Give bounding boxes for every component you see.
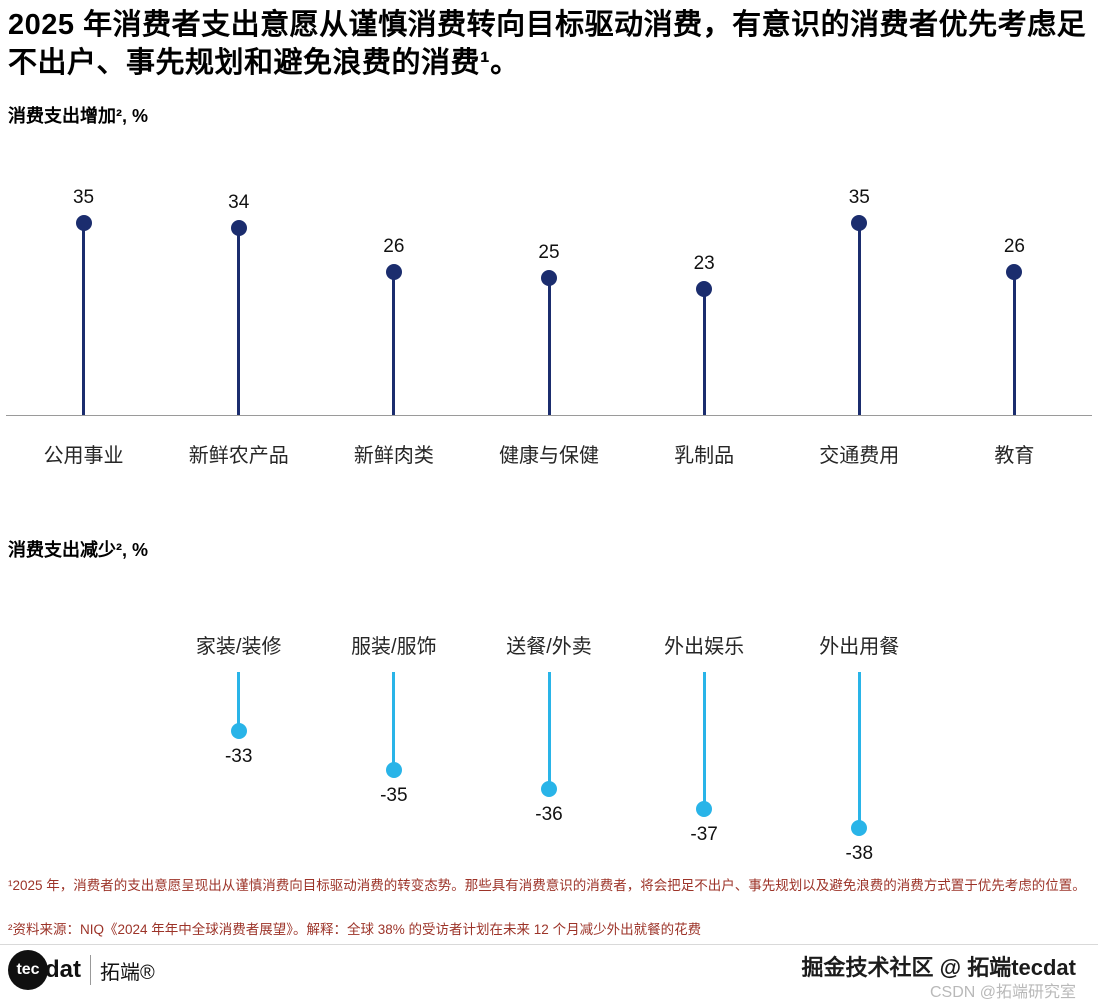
lollipop-stem xyxy=(702,288,706,415)
page-title: 2025 年消费者支出意愿从谨慎消费转向目标驱动消费，有意识的消费者优先考虑足不… xyxy=(8,9,1087,80)
value-label: 26 xyxy=(1003,236,1025,257)
lollipop-stem xyxy=(547,672,551,789)
watermark-secondary: CSDN @拓端研究室 xyxy=(929,984,1076,1001)
category-label: 送餐/外卖 xyxy=(506,636,592,658)
lollipop-stem xyxy=(857,672,861,828)
x-axis-line xyxy=(6,415,1092,416)
value-label: -33 xyxy=(224,745,253,767)
lollipop-stem xyxy=(392,672,396,770)
lollipop-dot xyxy=(696,800,713,817)
lollipop-dot xyxy=(696,280,713,297)
chart-increase: 35 公用事业 34 新鲜农产品 26 新鲜肉类 25 健康与保健 23 乳制品 35 交通费用 26 教… xyxy=(6,130,1092,467)
value-label: 23 xyxy=(693,252,715,274)
category-label: 外出用餐 xyxy=(819,636,900,658)
value-label: 35 xyxy=(72,186,95,208)
value-label: -37 xyxy=(690,823,718,845)
category-label: 外出娱乐 xyxy=(664,636,745,658)
value-label: -38 xyxy=(845,843,874,864)
tecdat-logo-text: dat xyxy=(45,956,81,983)
category-label: 新鲜肉类 xyxy=(353,445,434,467)
value-label: -35 xyxy=(380,784,408,806)
logo-separator xyxy=(90,955,91,985)
watermark-primary: 掘金技术社区 @ 拓端tecdat xyxy=(801,955,1076,980)
lollipop-stem xyxy=(392,272,396,415)
category-label: 教育 xyxy=(994,445,1035,467)
lollipop-dot xyxy=(385,264,402,280)
chart-decrease-title: 消费支出减少², % xyxy=(8,540,149,560)
lollipop-dot xyxy=(851,214,868,231)
category-label: 新鲜农产品 xyxy=(188,445,289,467)
lollipop-dot xyxy=(385,761,402,778)
footnote-2: ²资料来源：NIQ《2024 年年中全球消费者展望》。解释：全球 38% 的受访… xyxy=(8,922,702,937)
lollipop-stem xyxy=(547,277,551,415)
category-label: 家装/装修 xyxy=(195,636,282,658)
category-label: 交通费用 xyxy=(819,445,900,467)
chart-decrease: -33 家装/装修 -35 服装/服饰 -36 送餐/外卖 -37 外出娱乐 -38 外出用餐 xyxy=(6,600,1092,875)
lollipop-stem xyxy=(237,672,241,731)
lollipop-stem xyxy=(82,222,86,415)
lollipop-stem xyxy=(702,672,706,809)
tecdat-logo: tec dat 拓端® xyxy=(8,950,155,990)
brand-name: 拓端® xyxy=(100,961,155,984)
value-label: 25 xyxy=(538,241,560,263)
value-label: -36 xyxy=(535,804,563,825)
lollipop-stem xyxy=(1012,272,1016,415)
lollipop-stem xyxy=(857,222,861,415)
category-label: 健康与保健 xyxy=(499,445,599,467)
lollipop-dot xyxy=(541,269,557,286)
footer-divider xyxy=(0,944,1098,945)
value-label: 34 xyxy=(228,192,250,213)
lollipop-dot xyxy=(851,820,868,836)
value-label: 35 xyxy=(848,186,870,208)
lollipop-stem xyxy=(237,228,241,415)
lollipop-dot xyxy=(230,220,247,236)
category-label: 服装/服饰 xyxy=(351,636,437,658)
chart-increase-title: 消费支出增加², % xyxy=(8,106,149,126)
tecdat-logo-circle: tec xyxy=(8,950,48,990)
lollipop-dot xyxy=(541,781,557,797)
lollipop-dot xyxy=(1006,264,1023,280)
footnote-1: ¹2025 年，消费者的支出意愿呈现出从谨慎消费向目标驱动消费的转变态势。那些具… xyxy=(8,878,1086,893)
lollipop-dot xyxy=(75,214,92,231)
category-label: 公用事业 xyxy=(43,445,124,467)
category-label: 乳制品 xyxy=(674,445,735,467)
lollipop-dot xyxy=(230,722,247,739)
value-label: 26 xyxy=(383,236,405,257)
